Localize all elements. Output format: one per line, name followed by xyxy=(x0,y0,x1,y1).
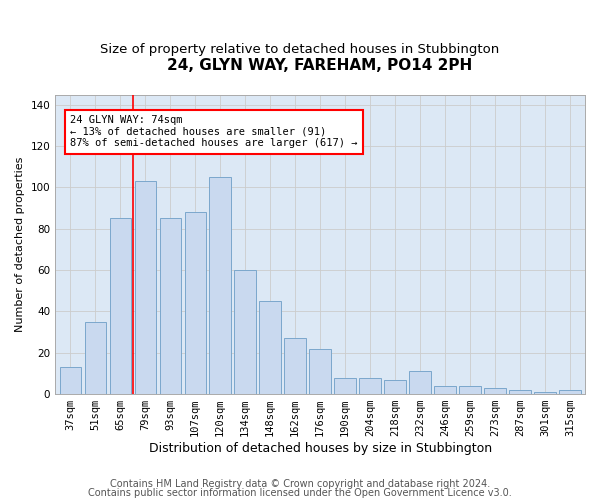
Bar xyxy=(185,212,206,394)
Bar xyxy=(509,390,530,394)
Bar xyxy=(460,386,481,394)
X-axis label: Distribution of detached houses by size in Stubbington: Distribution of detached houses by size … xyxy=(149,442,491,455)
Bar xyxy=(59,367,81,394)
Bar xyxy=(284,338,306,394)
Bar xyxy=(310,348,331,394)
Bar xyxy=(484,388,506,394)
Text: Size of property relative to detached houses in Stubbington: Size of property relative to detached ho… xyxy=(100,42,500,56)
Title: 24, GLYN WAY, FAREHAM, PO14 2PH: 24, GLYN WAY, FAREHAM, PO14 2PH xyxy=(167,58,473,72)
Bar xyxy=(409,372,431,394)
Bar xyxy=(334,378,356,394)
Text: 24 GLYN WAY: 74sqm
← 13% of detached houses are smaller (91)
87% of semi-detache: 24 GLYN WAY: 74sqm ← 13% of detached hou… xyxy=(70,115,358,148)
Text: Contains HM Land Registry data © Crown copyright and database right 2024.: Contains HM Land Registry data © Crown c… xyxy=(110,479,490,489)
Bar xyxy=(85,322,106,394)
Bar xyxy=(359,378,380,394)
Bar xyxy=(235,270,256,394)
Text: Contains public sector information licensed under the Open Government Licence v3: Contains public sector information licen… xyxy=(88,488,512,498)
Bar xyxy=(209,177,231,394)
Bar xyxy=(559,390,581,394)
Y-axis label: Number of detached properties: Number of detached properties xyxy=(15,156,25,332)
Bar xyxy=(110,218,131,394)
Bar xyxy=(535,392,556,394)
Bar xyxy=(160,218,181,394)
Bar xyxy=(134,182,156,394)
Bar xyxy=(434,386,455,394)
Bar xyxy=(259,301,281,394)
Bar xyxy=(385,380,406,394)
